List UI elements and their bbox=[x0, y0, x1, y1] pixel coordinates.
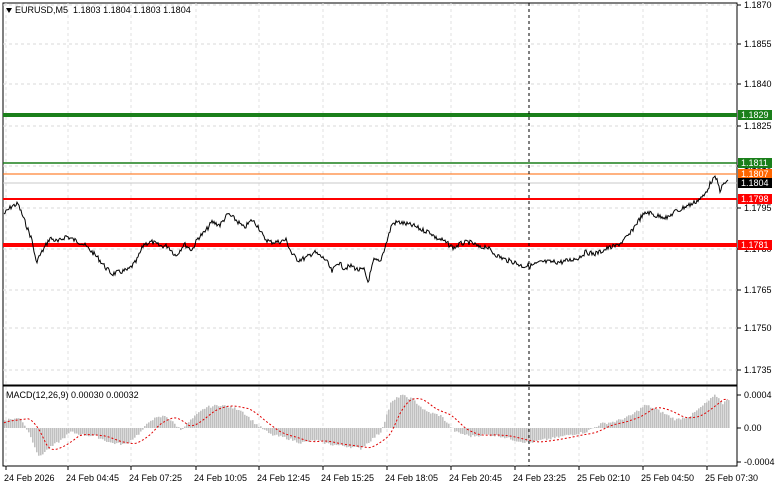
level-tag-label: 1.1781 bbox=[741, 240, 769, 250]
time-tick-label: 25 Feb 07:30 bbox=[705, 473, 758, 483]
time-axis: 24 Feb 2026 24 Feb 04:45 24 Feb 07:25 24 Fe… bbox=[4, 466, 758, 483]
macd-signal-line bbox=[3, 398, 729, 451]
chart-header: EURUSD,M5 1.1803 1.1804 1.1803 1.1804 bbox=[6, 5, 191, 15]
time-tick-label: 24 Feb 15:25 bbox=[321, 473, 374, 483]
grid bbox=[3, 3, 737, 466]
level-tag-label: 1.1829 bbox=[741, 110, 769, 120]
level-tag bbox=[738, 240, 772, 250]
level-tag bbox=[738, 178, 772, 188]
macd-tick-label: -0.0004 bbox=[744, 457, 775, 467]
price-tick-label: 1.1855 bbox=[744, 39, 772, 49]
time-tick-label: 25 Feb 04:50 bbox=[641, 473, 694, 483]
macd-tick-label: 0.0004 bbox=[744, 390, 772, 400]
time-tick-label: 24 Feb 10:05 bbox=[194, 473, 247, 483]
macd-frame bbox=[2, 385, 738, 467]
level-tag bbox=[738, 110, 772, 120]
level-tag bbox=[738, 194, 772, 204]
macd-main-value: 0.00030 bbox=[71, 390, 104, 400]
symbol-label: EURUSD,M5 bbox=[15, 5, 69, 15]
time-tick-label: 24 Feb 2026 bbox=[4, 473, 55, 483]
time-tick-label: 25 Feb 02:10 bbox=[577, 473, 630, 483]
macd-axis: 0.0004 0.00 -0.0004 bbox=[737, 390, 775, 467]
main-chart-frame bbox=[2, 2, 738, 386]
time-tick-label: 24 Feb 04:45 bbox=[66, 473, 119, 483]
chevron-down-icon[interactable] bbox=[6, 8, 12, 14]
level-tag-label: 1.1798 bbox=[741, 194, 769, 204]
time-tick-label: 24 Feb 23:25 bbox=[513, 473, 566, 483]
level-tag-label: 1.1807 bbox=[741, 169, 769, 179]
price-tick-label: 1.1750 bbox=[744, 323, 772, 333]
time-tick-label: 24 Feb 07:25 bbox=[129, 473, 182, 483]
high-value: 1.1804 bbox=[103, 5, 131, 15]
macd-histogram bbox=[4, 394, 730, 456]
level-tag-label: 1.1804 bbox=[741, 178, 769, 188]
level-tag bbox=[738, 158, 772, 168]
low-value: 1.1803 bbox=[133, 5, 161, 15]
macd-header: MACD(12,26,9) 0.00030 0.00032 bbox=[6, 390, 139, 400]
macd-tick-label: 0.00 bbox=[744, 423, 762, 433]
price-tick-label: 1.1765 bbox=[744, 285, 772, 295]
price-line bbox=[3, 175, 729, 284]
time-tick-label: 24 Feb 12:45 bbox=[257, 473, 310, 483]
price-tick-label: 1.1840 bbox=[744, 79, 772, 89]
price-tick-label: 1.1795 bbox=[744, 203, 772, 213]
price-tick-label: 1.1870 bbox=[744, 0, 772, 10]
macd-label: MACD(12,26,9) bbox=[6, 390, 69, 400]
price-tick-label: 1.1825 bbox=[744, 121, 772, 131]
open-value: 1.1803 bbox=[73, 5, 101, 15]
close-value: 1.1804 bbox=[163, 5, 191, 15]
level-tag bbox=[738, 169, 772, 179]
time-tick-label: 24 Feb 18:05 bbox=[385, 473, 438, 483]
price-tick-label: 1.1735 bbox=[744, 365, 772, 375]
level-tag-label: 1.1811 bbox=[741, 158, 768, 168]
macd-signal-value: 0.00032 bbox=[106, 390, 139, 400]
time-tick-label: 24 Feb 20:45 bbox=[449, 473, 502, 483]
